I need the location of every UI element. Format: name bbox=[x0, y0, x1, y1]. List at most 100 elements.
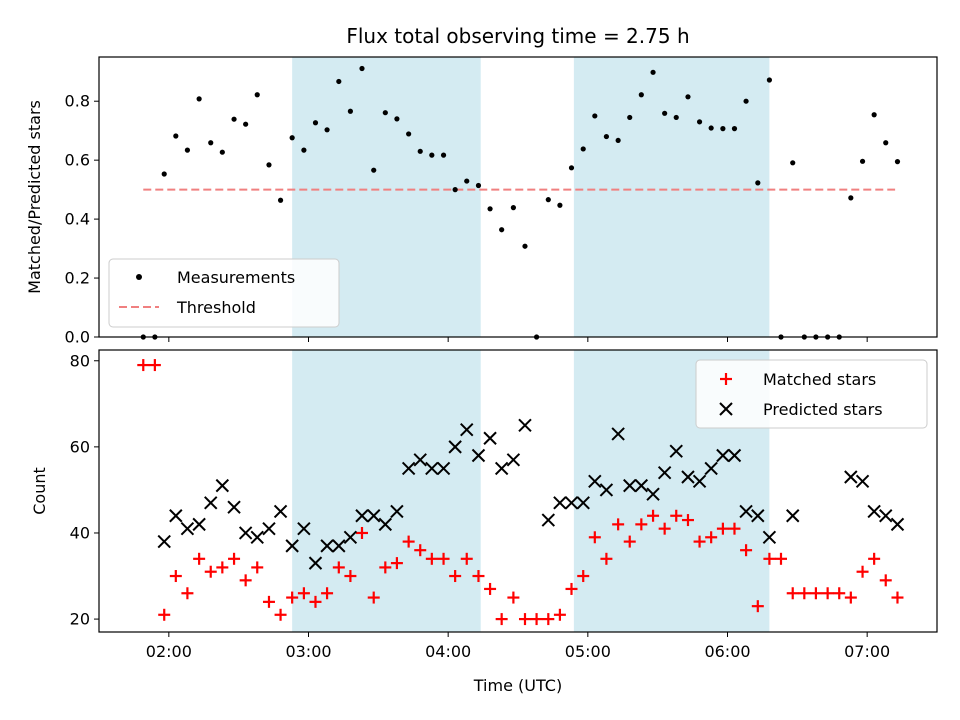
x-axis-label: Time (UTC) bbox=[473, 676, 562, 695]
measurement-point bbox=[440, 152, 447, 158]
predicted-star-mark-b bbox=[460, 422, 474, 437]
matched-star-point bbox=[891, 591, 904, 604]
matched-star-point bbox=[402, 535, 415, 548]
matched-stars-points bbox=[137, 359, 904, 626]
predicted-star-mark-b bbox=[657, 465, 672, 480]
legend-matched-label: Matched stars bbox=[763, 370, 876, 389]
predicted-star-point bbox=[623, 478, 637, 493]
predicted-star-point bbox=[692, 474, 707, 489]
predicted-star-point bbox=[238, 526, 253, 540]
measurement-point bbox=[871, 112, 877, 118]
matched-star-point bbox=[623, 535, 636, 548]
predicted-star-point bbox=[879, 509, 893, 523]
legend-measurements-marker bbox=[136, 274, 142, 280]
legend-matched-marker bbox=[720, 373, 732, 385]
matched-star-point bbox=[379, 561, 392, 574]
predicted-star-mark-b bbox=[157, 534, 171, 549]
measurement-point bbox=[196, 96, 202, 102]
predicted-star-point bbox=[494, 461, 509, 476]
matched-star-point bbox=[716, 522, 729, 535]
measurement-point bbox=[429, 152, 435, 158]
predicted-star-mark-b bbox=[518, 418, 532, 433]
measurement-point bbox=[580, 146, 586, 152]
bottom-y-tick-label: 60 bbox=[70, 437, 90, 456]
matched-star-point bbox=[600, 552, 613, 565]
matched-star-point bbox=[472, 570, 485, 583]
measurement-point bbox=[464, 178, 470, 184]
measurement-point bbox=[696, 119, 703, 125]
measurement-point bbox=[568, 165, 575, 171]
measurement-point bbox=[417, 148, 423, 154]
predicted-star-mark-b bbox=[727, 448, 742, 463]
measurement-point bbox=[545, 197, 551, 203]
matched-star-point bbox=[484, 582, 497, 595]
measurement-point bbox=[790, 160, 796, 166]
predicted-star-mark-b bbox=[494, 461, 509, 476]
matched-star-point bbox=[332, 561, 345, 574]
bottom-legend-box bbox=[695, 359, 928, 429]
measurement-point bbox=[615, 137, 621, 144]
matched-star-point bbox=[507, 591, 520, 604]
matched-star-point bbox=[844, 591, 857, 604]
predicted-star-mark-b bbox=[623, 478, 637, 493]
top-legend: Measurements Threshold bbox=[108, 258, 340, 328]
x-tick-label: 05:00 bbox=[565, 642, 611, 661]
top-shaded-span-1 bbox=[573, 57, 770, 337]
measurement-point bbox=[336, 78, 342, 85]
predicted-star-mark-b bbox=[634, 478, 649, 493]
matched-star-point bbox=[542, 613, 555, 626]
measurement-point bbox=[673, 114, 679, 121]
matched-star-point bbox=[751, 600, 764, 613]
predicted-star-mark-b bbox=[762, 530, 777, 544]
predicted-star-point bbox=[425, 461, 439, 476]
matched-star-point bbox=[228, 552, 241, 565]
matched-star-point bbox=[670, 509, 683, 522]
predicted-star-point bbox=[169, 509, 183, 523]
predicted-star-point bbox=[483, 431, 497, 445]
matched-star-point bbox=[821, 587, 834, 600]
ratio-panel: 0.0 0.2 0.4 0.6 0.8 Flux total observing tim… bbox=[25, 24, 938, 347]
bottom-y-axis-label: Count bbox=[30, 467, 49, 515]
predicted-star-point bbox=[460, 422, 474, 437]
predicted-star-mark-b bbox=[238, 526, 253, 540]
top-y-tick-label: 0.2 bbox=[65, 269, 90, 288]
predicted-star-point bbox=[343, 530, 358, 544]
measurement-point bbox=[603, 133, 610, 140]
top-x-ticks bbox=[168, 337, 868, 342]
matched-star-point bbox=[681, 514, 694, 527]
matched-star-point bbox=[297, 587, 310, 600]
matched-star-point bbox=[193, 552, 206, 565]
predicted-star-mark-b bbox=[506, 453, 521, 467]
predicted-star-mark-b bbox=[401, 461, 416, 476]
matched-star-point bbox=[251, 561, 264, 574]
matched-star-point bbox=[833, 587, 846, 600]
measurement-point bbox=[894, 159, 901, 165]
measurement-point bbox=[173, 133, 179, 139]
matched-star-point bbox=[137, 359, 150, 372]
legend-measurements-label: Measurements bbox=[177, 268, 295, 287]
matched-star-point bbox=[658, 522, 671, 535]
predicted-star-point bbox=[204, 496, 218, 510]
predicted-star-mark-b bbox=[215, 478, 230, 493]
measurement-point bbox=[277, 197, 284, 203]
predicted-star-mark-b bbox=[378, 517, 393, 532]
predicted-star-point bbox=[844, 470, 858, 484]
matched-star-point bbox=[321, 587, 334, 600]
chart-title: Flux total observing time = 2.75 h bbox=[346, 24, 689, 48]
predicted-star-point bbox=[320, 539, 334, 553]
matched-star-point bbox=[530, 613, 543, 626]
predicted-star-point bbox=[518, 418, 532, 433]
matched-star-point bbox=[286, 591, 299, 604]
predicted-star-mark-b bbox=[855, 474, 870, 489]
top-y-axis-label: Matched/Predicted stars bbox=[25, 100, 44, 294]
predicted-star-mark-b bbox=[890, 517, 905, 532]
predicted-star-mark-b bbox=[308, 556, 323, 570]
measurement-point bbox=[324, 127, 330, 133]
measurement-point bbox=[452, 187, 458, 193]
predicted-star-point bbox=[541, 513, 556, 527]
predicted-star-point bbox=[576, 496, 590, 510]
bottom-x-ticks: 02:00 03:00 04:00 05:00 06:00 07:00 bbox=[146, 632, 890, 661]
predicted-star-point bbox=[413, 453, 427, 467]
matched-star-point bbox=[425, 552, 438, 565]
measurement-point bbox=[266, 162, 272, 168]
